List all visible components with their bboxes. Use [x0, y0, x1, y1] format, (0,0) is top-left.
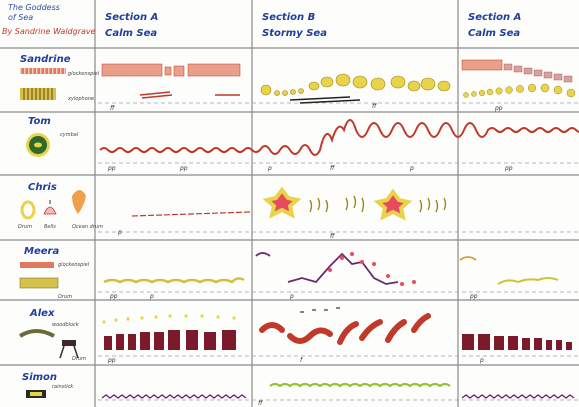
section-headers: Section A Calm Sea Section B Stormy Sea …: [105, 12, 521, 39]
section-2-name: Section B: [262, 12, 315, 23]
simon-section1-line: [101, 394, 247, 399]
section-1-mood: Calm Sea: [105, 28, 157, 39]
instrument-label: woodblock: [52, 322, 80, 328]
instrument-label: Drum: [72, 356, 86, 362]
xylophone-icon: [20, 88, 56, 100]
section-2-mood: Stormy Sea: [262, 28, 327, 39]
dynamic-marking: p: [479, 357, 484, 364]
dynamic-marking: pp: [179, 165, 188, 172]
dynamic-marking: ff: [330, 165, 335, 172]
performer-name: Alex: [29, 308, 55, 319]
instrument-label: Bells: [44, 224, 56, 230]
chris-stars: [262, 186, 413, 221]
glockenspiel-icon: [20, 262, 54, 268]
dynamic-marking: ff: [372, 103, 377, 110]
dynamic-marking: p: [267, 165, 272, 172]
instrument-label: rainstick: [52, 384, 74, 390]
woodblock-icon: [18, 329, 55, 338]
alex-section3-blocks: [462, 334, 572, 350]
alex-section2-dashes: [300, 307, 340, 313]
sandrine-section2-strokes: [289, 96, 361, 104]
dynamic-marking: pp: [107, 165, 116, 172]
performer-name: Sandrine: [20, 54, 71, 65]
title-author: By Sandrine Waldgrave: [2, 27, 96, 36]
sandrine-section3-dots: [463, 83, 576, 98]
meera-section3-wave: [497, 277, 559, 285]
sandrine-section3-bricks: [503, 63, 573, 83]
instrument-label: xylophone: [67, 96, 94, 102]
chris-line: [131, 211, 251, 217]
instrument-label: Drum: [18, 224, 32, 230]
alex-section2-worms: [259, 313, 431, 345]
simon-section2-wave: [269, 382, 451, 388]
dynamic-marking: pp: [109, 293, 118, 300]
meera-section1-wave: [103, 277, 245, 284]
baselines: [98, 102, 579, 401]
bells-icon: [43, 200, 57, 215]
cymbal-icon: [26, 133, 50, 157]
sandrine-section3-bar: [461, 59, 503, 71]
row-chris: Chris Drum Bells Ocean drum p ff: [18, 182, 447, 240]
chris-squiggles: [309, 195, 447, 213]
alex-section1-blocks: [104, 330, 236, 350]
section-1-name: Section A: [105, 12, 158, 23]
meera-section2-line: [255, 252, 399, 285]
drum-icon: [20, 200, 36, 220]
dynamic-marking: p: [117, 229, 122, 236]
row-alex: Alex woodblock Drum: [18, 307, 572, 364]
instrument-label: Ocean drum: [72, 224, 103, 230]
dynamic-marking: ff: [330, 233, 335, 240]
dynamic-marking: p: [149, 293, 154, 300]
sandrine-section1-strokes: [139, 91, 240, 99]
instrument-label: Drum: [58, 294, 72, 300]
title-line2: of Sea: [8, 13, 33, 22]
dynamic-marking: ff: [110, 105, 115, 112]
xylophone-icon: [19, 277, 59, 289]
dynamic-marking: f: [300, 357, 303, 364]
performer-name: Chris: [28, 182, 57, 193]
meera-section2-dots: [328, 252, 416, 286]
section-3-name: Section A: [468, 12, 521, 23]
title-cell: The Goddess of Sea By Sandrine Waldgrave: [2, 3, 96, 36]
simon-section3-line: [461, 394, 575, 399]
alex-section1-dots: [102, 314, 236, 324]
dynamic-marking: pp: [494, 105, 503, 112]
dynamic-marking: pp: [504, 165, 513, 172]
row-sandrine: Sandrine glockenspiel xylophone: [20, 54, 576, 112]
dynamic-marking: ff: [258, 400, 263, 407]
sandrine-section2-dots: [260, 73, 451, 96]
dynamic-marking: p: [409, 165, 414, 172]
ocean-drum-icon: [72, 190, 86, 214]
row-meera: Meera glockenspiel Drum pp p p pp: [19, 246, 559, 300]
title-line1: The Goddess: [8, 3, 60, 12]
dynamic-marking: p: [289, 293, 294, 300]
instrument-label: glockenspiel: [58, 262, 90, 268]
tom-wave: [99, 119, 579, 156]
glockenspiel-icon: [20, 68, 66, 74]
performer-name: Simon: [22, 372, 57, 383]
sandrine-section1-notes: [101, 63, 241, 77]
dynamic-marking: pp: [107, 357, 116, 364]
performer-name: Meera: [24, 246, 59, 257]
meera-section3-line: [459, 256, 477, 261]
drum-icon: [59, 340, 79, 359]
instrument-label: glockenspiel: [68, 71, 100, 77]
performer-name: Tom: [28, 116, 51, 127]
row-simon: Simon rainstick ff: [22, 372, 575, 407]
dynamic-marking: pp: [469, 293, 478, 300]
row-tom: Tom cymbal pp pp p ff p pp: [26, 116, 579, 172]
section-3-mood: Calm Sea: [468, 28, 520, 39]
instrument-label: cymbal: [60, 132, 79, 138]
